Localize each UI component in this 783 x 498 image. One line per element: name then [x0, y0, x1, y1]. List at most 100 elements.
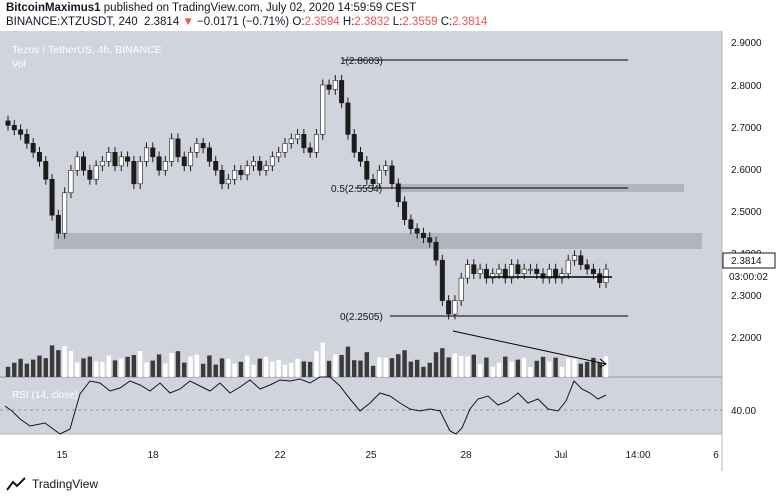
volume-bar	[219, 358, 225, 377]
publish-text: published on TradingView.com, July 02, 2…	[103, 2, 417, 14]
candle-body	[18, 129, 24, 135]
price-chart[interactable]: 1(2.8603) 0.5(2.5554) 0(2.2505) RSI (14,…	[0, 31, 783, 471]
candle-body	[269, 156, 275, 167]
volume-bar	[396, 354, 401, 377]
fib-label-0.5: 0.5(2.5554)	[331, 184, 382, 195]
candle-body	[603, 268, 609, 283]
candle-body	[125, 156, 131, 162]
candle-body	[521, 268, 527, 274]
volume-bar	[578, 363, 584, 377]
volume-bar	[597, 362, 602, 377]
volume-bar	[282, 364, 288, 377]
publish-info: BitcoinMaximus1 published on TradingView…	[6, 2, 416, 14]
candle-body	[527, 268, 533, 271]
volume-bar	[188, 356, 193, 377]
rsi-label: RSI (14, close)	[12, 390, 78, 401]
volume-bar	[289, 362, 294, 377]
candle-body	[590, 268, 596, 274]
volume-bar	[566, 358, 571, 377]
candle-body	[74, 156, 80, 171]
candle-body	[112, 152, 118, 167]
volume-bar	[156, 354, 162, 377]
candle-body	[118, 156, 124, 167]
volume-trendline	[452, 330, 607, 365]
candle-body	[452, 300, 458, 315]
volume-bar	[238, 361, 244, 377]
x-tick: Jul	[555, 450, 568, 461]
y-tick: 2.7000	[731, 123, 762, 134]
volume-bar	[207, 355, 212, 377]
candle-body	[553, 268, 559, 279]
volume-bar	[572, 358, 577, 377]
volume-bar	[446, 357, 451, 377]
x-tick: 6	[713, 450, 719, 461]
candle-body	[162, 161, 168, 171]
volume-bar	[515, 359, 521, 377]
candle-body	[238, 169, 244, 176]
author-name[interactable]: BitcoinMaximus1	[6, 2, 101, 14]
candle-body	[257, 161, 263, 171]
volume-bar	[333, 354, 338, 377]
countdown-label: 03:00:02	[729, 272, 768, 283]
candle-body	[540, 273, 546, 279]
tradingview-footer[interactable]: TradingView	[6, 474, 98, 494]
open-label: O:	[292, 16, 305, 28]
volume-bar	[226, 358, 231, 377]
candle-body	[408, 219, 414, 230]
candle-body	[534, 268, 540, 274]
candle-body	[465, 264, 471, 279]
candle-body	[458, 277, 464, 301]
candle-body	[181, 156, 187, 167]
volume-bar	[194, 354, 200, 377]
candle-body	[389, 165, 395, 185]
x-tick: 25	[365, 450, 377, 461]
chart-title: Tezos / TetherUS, 4h, BINANCE	[12, 44, 162, 56]
x-tick: 15	[56, 450, 68, 461]
volume-bar	[18, 358, 23, 377]
candle-body	[351, 134, 357, 153]
y-tick: 2.5000	[731, 207, 762, 218]
volume-bar	[150, 360, 155, 377]
x-tick: 22	[274, 450, 286, 461]
volume-bar	[528, 367, 533, 377]
volume-bar	[377, 357, 382, 377]
volume-bar	[547, 361, 552, 377]
candle-body	[282, 143, 288, 153]
open-value: 2.3594	[304, 16, 340, 28]
candle-body	[572, 255, 578, 261]
volume-bar	[245, 355, 250, 377]
volume-bar	[490, 366, 495, 377]
candle-body	[339, 80, 345, 104]
volume-bar	[100, 361, 105, 377]
candle-body	[502, 268, 508, 279]
candle-body	[219, 169, 225, 185]
volume-bar	[106, 355, 111, 377]
volume-bar	[503, 356, 508, 377]
candles	[5, 75, 609, 320]
candle-body	[288, 138, 294, 144]
candle-body	[11, 125, 17, 131]
candle-body	[439, 259, 445, 301]
candle-body	[68, 169, 74, 194]
candle-body	[49, 178, 55, 216]
volume-bar	[24, 363, 30, 377]
volume-bar	[251, 364, 256, 377]
candle-body	[194, 143, 200, 153]
last-price: 2.3814	[144, 16, 180, 28]
candle-body	[483, 268, 489, 279]
tradingview-logo-icon	[6, 477, 26, 491]
candle-body	[206, 147, 212, 162]
y-tick: 2.8000	[731, 81, 762, 92]
volume-bar	[270, 361, 275, 377]
volume-bar	[383, 357, 388, 377]
candle-body	[496, 268, 502, 274]
candle-body	[156, 156, 162, 171]
candle-body	[345, 102, 351, 135]
candle-body	[301, 134, 307, 149]
candle-body	[143, 147, 149, 162]
volume-bar	[584, 361, 590, 377]
y-tick: 2.6000	[731, 165, 762, 176]
candle-body	[597, 273, 603, 283]
volume-bar	[182, 362, 187, 377]
rsi-tick: 40.00	[731, 406, 756, 417]
